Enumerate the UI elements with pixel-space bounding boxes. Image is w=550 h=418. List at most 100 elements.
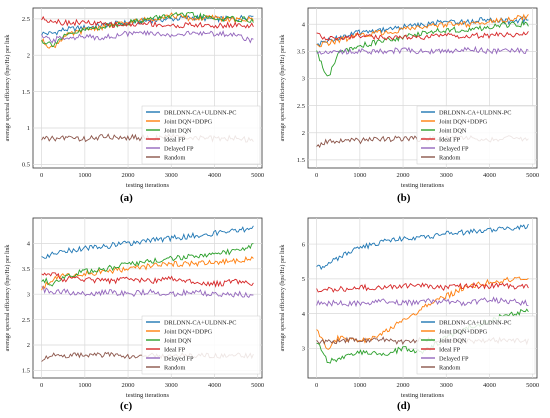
y-tick-label: 0.5 [22, 162, 30, 169]
chart-panel-a: 0 1000 2000 3000 4000 5000 0.5 1 1.5 2 2.5 testing … [0, 0, 275, 190]
legend-label: DRLDNN-CA+ULDNN-PC [439, 319, 511, 326]
legend-label: DRLDNN-CA+ULDNN-PC [164, 109, 236, 116]
legend-box [416, 105, 536, 165]
legend-box [416, 315, 536, 375]
y-tick-label: 4 [27, 241, 31, 248]
legend-label: Delayed FP [439, 145, 469, 152]
chart-d-svg: 0 1000 2000 3000 4000 5000 3 4 5 6 testing iterati… [279, 217, 539, 399]
y-tick-label: 4 [302, 21, 306, 28]
legend-label: Ideal FP [164, 136, 186, 143]
legend-label: Joint DQN [164, 127, 192, 134]
chart-caption-a: (a) [120, 192, 133, 204]
y-tick-label: 5 [302, 276, 305, 283]
x-tick-label: 3000 [440, 382, 453, 389]
legend-label: Delayed FP [164, 145, 194, 152]
series-line-3 [316, 20, 529, 77]
chart-a-svg: 0 1000 2000 3000 4000 5000 0.5 1 1.5 2 2.5 testing … [4, 7, 264, 189]
x-axis-label: testing iterations [401, 392, 445, 399]
legend-box [141, 315, 261, 375]
legend-box [141, 105, 261, 165]
x-tick-label: 1000 [353, 172, 366, 179]
series-line-1 [41, 225, 254, 259]
x-tick-label: 1000 [78, 382, 91, 389]
chart-c-svg: 0 1000 2000 3000 4000 5000 1.5 2 2.5 3 3.5 4 testing… [4, 217, 264, 399]
legend-label: Joint DQN+DDPG [439, 328, 488, 335]
x-tick-label: 4000 [208, 172, 221, 179]
series-line-3 [41, 11, 254, 48]
x-tick-label: 1000 [353, 382, 366, 389]
series-line-4 [316, 281, 529, 293]
x-tick-label: 1000 [78, 172, 91, 179]
y-tick-label: 1.5 [297, 157, 305, 164]
series-line-2 [41, 12, 254, 49]
y-tick-label: 1.5 [22, 368, 30, 375]
legend-label: Ideal FP [439, 136, 461, 143]
y-tick-label: 2 [27, 342, 30, 349]
x-tick-label: 5000 [526, 172, 539, 179]
legend-label: Random [439, 154, 460, 161]
chart-caption-b: (b) [397, 192, 411, 204]
legend-label: Joint DQN [439, 127, 467, 134]
series-line-5 [41, 30, 254, 44]
y-tick-label: 2.5 [22, 16, 30, 23]
y-tick-label: 2 [302, 130, 305, 137]
legend-label: Joint DQN+DDPG [164, 328, 213, 335]
y-tick-label: 2.5 [297, 103, 305, 110]
x-tick-label: 5000 [251, 382, 264, 389]
x-tick-label: 0 [315, 382, 318, 389]
chart-panel-c: 0 1000 2000 3000 4000 5000 1.5 2 2.5 3 3.5 4 testing… [0, 210, 275, 400]
y-axis-label: average spectral efficiency (bps/Hz) per… [279, 35, 286, 142]
x-tick-label: 2000 [122, 172, 135, 179]
x-tick-label: 3000 [165, 172, 178, 179]
x-tick-label: 5000 [251, 172, 264, 179]
y-axis-label: average spectral efficiency (bps/Hz) per… [4, 245, 11, 352]
x-tick-label: 2000 [397, 172, 410, 179]
y-tick-label: 3 [302, 346, 305, 353]
series-line-5 [316, 296, 529, 308]
x-tick-label: 4000 [208, 382, 221, 389]
y-tick-label: 2.5 [22, 317, 30, 324]
series-line-5 [316, 45, 529, 55]
x-tick-label: 3000 [165, 382, 178, 389]
legend-label: Delayed FP [439, 355, 469, 362]
x-tick-label: 4000 [483, 382, 496, 389]
x-axis-label: testing iterations [126, 182, 170, 189]
legend-label: Delayed FP [164, 355, 194, 362]
series-line-4 [41, 15, 254, 29]
chart-panel-b: 0 1000 2000 3000 4000 5000 1.5 2 2.5 3 3.5 4 testing… [275, 0, 550, 190]
chart-b-svg: 0 1000 2000 3000 4000 5000 1.5 2 2.5 3 3.5 4 testing… [279, 7, 539, 189]
legend-label: Random [164, 364, 185, 371]
series-line-2 [316, 276, 529, 350]
y-tick-label: 4 [302, 311, 306, 318]
legend-label: Joint DQN+DDPG [164, 118, 213, 125]
legend-label: DRLDNN-CA+ULDNN-PC [439, 109, 511, 116]
y-tick-label: 1.5 [22, 89, 30, 96]
series-line-1 [316, 223, 529, 271]
chart-caption-d: (d) [397, 400, 411, 412]
y-tick-label: 6 [302, 241, 306, 248]
series-line-5 [41, 286, 254, 299]
legend-label: Joint DQN+DDPG [439, 118, 488, 125]
y-axis-label: average spectral efficiency (bps/Hz) per… [4, 35, 11, 142]
legend-label: Joint DQN [164, 337, 192, 344]
y-axis-label: average spectral efficiency (bps/Hz) per… [279, 245, 286, 352]
series-line-4 [41, 272, 254, 288]
x-axis-label: testing iterations [126, 392, 170, 399]
x-tick-label: 2000 [122, 382, 135, 389]
y-tick-label: 2 [27, 52, 30, 59]
series-line-3 [41, 243, 254, 287]
x-tick-label: 5000 [526, 382, 539, 389]
x-tick-label: 0 [315, 172, 318, 179]
chart-caption-c: (c) [120, 400, 133, 412]
y-tick-label: 3.5 [22, 266, 30, 273]
chart-panel-d: 0 1000 2000 3000 4000 5000 3 4 5 6 testing iterati… [275, 210, 550, 400]
x-tick-label: 0 [40, 382, 43, 389]
x-tick-label: 4000 [483, 172, 496, 179]
x-axis-label: testing iterations [401, 182, 445, 189]
legend-label: DRLDNN-CA+ULDNN-PC [164, 319, 236, 326]
legend-label: Joint DQN [439, 337, 467, 344]
legend-label: Ideal FP [439, 346, 461, 353]
x-tick-label: 2000 [397, 382, 410, 389]
legend-label: Ideal FP [164, 346, 186, 353]
legend-label: Random [439, 364, 460, 371]
